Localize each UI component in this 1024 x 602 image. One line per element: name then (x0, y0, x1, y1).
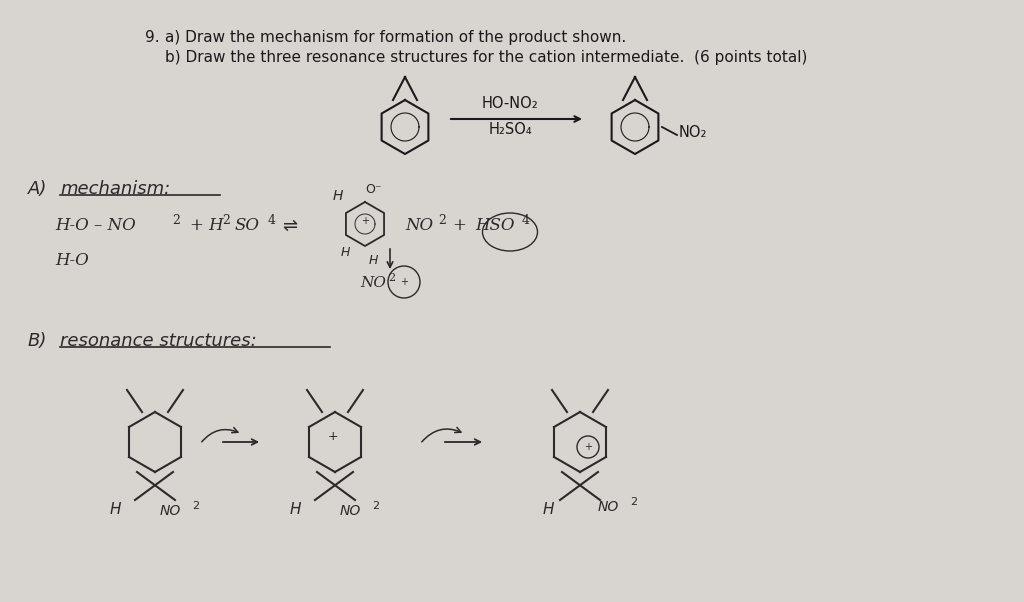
Text: +: + (361, 216, 369, 226)
Text: +: + (400, 277, 408, 287)
Text: H: H (333, 189, 343, 203)
Text: 2: 2 (222, 214, 229, 227)
Text: 4: 4 (268, 214, 276, 227)
Text: HSO: HSO (475, 217, 514, 234)
Text: NO: NO (160, 504, 181, 518)
Text: H: H (369, 254, 378, 267)
Text: 2: 2 (372, 501, 379, 511)
Text: SO: SO (234, 217, 260, 234)
Text: NO: NO (598, 500, 620, 514)
Text: mechanism:: mechanism: (60, 180, 170, 198)
Text: H-O: H-O (55, 252, 89, 269)
Text: H: H (340, 246, 349, 259)
Text: NO: NO (406, 217, 433, 234)
Text: H: H (543, 502, 554, 517)
Text: NO₂: NO₂ (679, 125, 708, 140)
Text: H-O – NO: H-O – NO (55, 217, 136, 234)
Text: ⇌: ⇌ (282, 217, 297, 235)
Text: resonance structures:: resonance structures: (60, 332, 257, 350)
Text: 4: 4 (522, 214, 530, 227)
Text: 2: 2 (438, 214, 445, 227)
Text: 2: 2 (388, 273, 395, 283)
Text: NO: NO (360, 276, 386, 290)
Text: 9.: 9. (145, 30, 160, 45)
Text: B): B) (28, 332, 47, 350)
Text: +: + (584, 442, 592, 452)
Text: NO: NO (340, 504, 361, 518)
Text: +: + (452, 217, 466, 234)
Text: + H: + H (190, 217, 223, 234)
Text: 2: 2 (172, 214, 180, 227)
Text: H₂SO₄: H₂SO₄ (488, 122, 531, 137)
Text: 2: 2 (193, 501, 199, 511)
Text: +: + (328, 429, 338, 442)
Text: b) Draw the three resonance structures for the cation intermediate.  (6 points t: b) Draw the three resonance structures f… (165, 50, 807, 65)
Text: H: H (110, 502, 121, 517)
Text: O⁻: O⁻ (365, 183, 381, 196)
Text: HO-NO₂: HO-NO₂ (481, 96, 539, 111)
Text: a) Draw the mechanism for formation of the product shown.: a) Draw the mechanism for formation of t… (165, 30, 627, 45)
Text: A): A) (28, 180, 47, 198)
Text: H: H (289, 502, 301, 517)
Text: 2: 2 (630, 497, 637, 507)
